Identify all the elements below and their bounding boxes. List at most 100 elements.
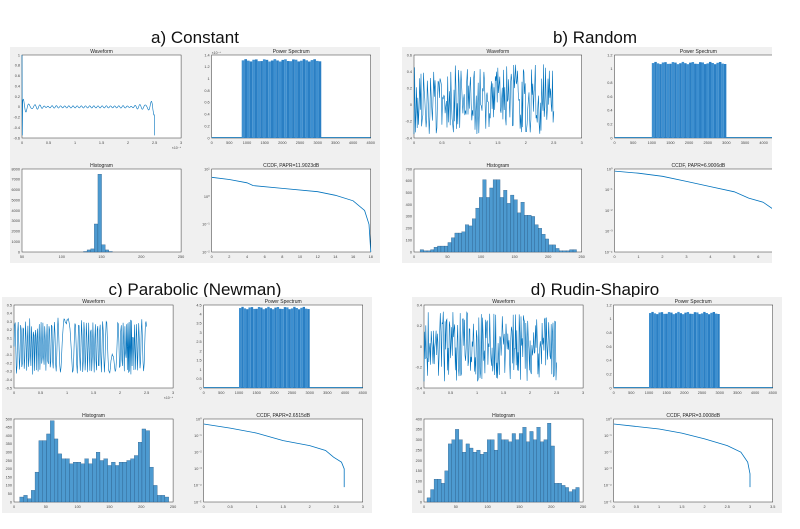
axes-box (203, 418, 363, 503)
x-tick-label: 200 (138, 255, 144, 259)
histogram-bar (458, 439, 463, 503)
histogram-bar (475, 207, 480, 253)
y-tick-label: 2 (200, 349, 202, 353)
spectrum-bar (313, 59, 316, 138)
spectrum-bar (663, 313, 666, 388)
ccdf-plot: CCDF, PAPR=2.6515dB 0 0.5 1 1.5 2 2.5 3 10⁻⁵ 10⁻⁴… (194, 413, 364, 509)
x-tick-label: 250 (170, 505, 176, 509)
histogram-bar (61, 458, 66, 503)
spectrum-bar (272, 309, 275, 388)
spectrum-bar (274, 307, 277, 388)
x-tick-label: 1 (74, 141, 76, 145)
x-tick-label: 2 (119, 391, 121, 395)
histogram-bar (105, 249, 109, 253)
y-tick-label: 0 (420, 345, 422, 349)
x-tick-label: 6 (264, 255, 266, 259)
x-tick-label: 1 (256, 505, 258, 509)
x-tick-label: 100 (74, 505, 80, 509)
histogram-bar (141, 428, 146, 503)
y-tick-label: 0.2 (7, 328, 12, 332)
ccdf-line (614, 170, 772, 209)
spectrum-bar (653, 313, 657, 388)
histogram-bar (80, 463, 85, 503)
histogram-bar (499, 197, 504, 253)
histogram-bar (46, 433, 51, 503)
x-tick-label: 2.5 (551, 141, 556, 145)
spectrum-bar (684, 63, 687, 138)
spectrum-bar (682, 314, 685, 388)
histogram-bar (23, 495, 28, 503)
x-tick-label: 0.5 (228, 505, 233, 509)
histogram-bar (157, 495, 162, 503)
histogram-bar (479, 454, 484, 503)
ccdf-line (211, 176, 372, 253)
histogram-bar (419, 249, 424, 253)
spectrum-bar (244, 59, 248, 138)
x-tick-label: 1.5 (495, 141, 500, 145)
spectrum-bar (654, 61, 657, 138)
y-tick-label: 3000 (12, 219, 20, 223)
x-tick-label: 8 (281, 255, 283, 259)
x-tick-label: 1 (469, 141, 471, 145)
x-tick-label: 0 (211, 255, 213, 259)
x-tick-label: 200 (548, 505, 554, 509)
histogram-bar (501, 439, 506, 503)
spectrum-bar (246, 309, 249, 388)
spectrum-bar (243, 308, 247, 388)
x-tick-label: 2500 (698, 391, 706, 395)
y-tick-label: 1.4 (204, 53, 209, 57)
spectrum-bar (667, 312, 671, 388)
spectrum-bar (302, 306, 306, 388)
spectrum-bar (651, 63, 655, 138)
power-spectrum-plot: Power Spectrum 0 500 1000 1500 2000 2500 3000 35… (607, 49, 772, 145)
x-tick-label: 2.5 (334, 505, 339, 509)
histogram-bar (31, 490, 36, 503)
y-tick-label: 10⁻⁴ (605, 250, 613, 254)
histogram-bar (437, 479, 442, 503)
x-tick-label: 0 (413, 255, 415, 259)
x-tick-label: 1.5 (679, 505, 684, 509)
subplot-title: Power Spectrum (265, 299, 302, 305)
x-tick-label: 50 (445, 255, 449, 259)
spectrum-bar (689, 313, 692, 388)
histogram-bar (492, 179, 497, 253)
histogram-bar (540, 441, 545, 503)
y-tick-label: 150 (416, 469, 422, 473)
histogram-bar (42, 440, 47, 503)
histogram-bar (508, 441, 513, 503)
spectrum-bar (307, 309, 310, 388)
spectrum-bar (278, 61, 282, 138)
x-tick-label: 3 (749, 505, 751, 509)
histogram-bar (547, 423, 552, 503)
x-tick-label: 0 (423, 391, 425, 395)
y-tick-label: 0.2 (417, 324, 422, 328)
y-tick-label: 10⁰ (196, 417, 202, 421)
histogram-bar (444, 245, 449, 253)
y-tick-label: 0.6 (606, 345, 611, 349)
x-tick-label: 2.5 (152, 141, 157, 145)
axes-box (423, 304, 584, 389)
spectrum-bar (300, 307, 303, 388)
x-tick-label: 1000 (235, 391, 243, 395)
histogram-bar (561, 485, 566, 503)
histogram-bar (526, 441, 530, 503)
x-tick-label: 50 (44, 505, 48, 509)
y-tick-label: 250 (6, 459, 12, 463)
y-tick-label: 10⁻¹ (194, 434, 202, 438)
x-tick-label: 16 (351, 255, 355, 259)
x-tick-label: 1500 (260, 141, 268, 145)
y-tick-label: 0 (410, 250, 412, 254)
x-tick-label: 0 (613, 255, 615, 259)
y-tick-label: 0.5 (196, 377, 201, 381)
y-tick-label: 0.4 (204, 113, 209, 117)
spectrum-bar (262, 309, 265, 388)
x-tick-label: 500 (226, 141, 232, 145)
x-tick-label: 4 (246, 255, 248, 259)
y-tick-label: 50 (8, 492, 12, 496)
histogram-bar (472, 218, 476, 253)
waveform-line (21, 54, 155, 136)
y-tick-label: 0.6 (204, 101, 209, 105)
x-tick-label: 2 (309, 505, 311, 509)
histogram-bar (107, 465, 112, 503)
x-tick-label: 250 (579, 255, 585, 259)
